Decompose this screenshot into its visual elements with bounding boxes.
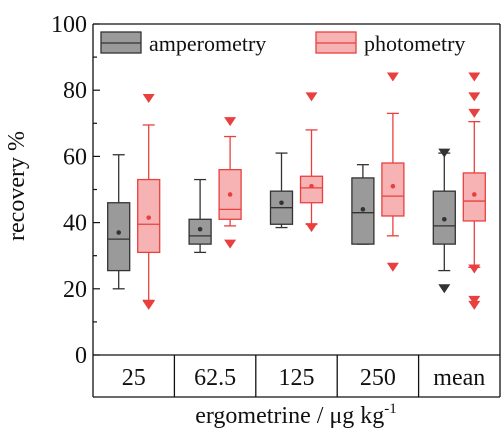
- outlier-point: [438, 148, 451, 158]
- outlier-point: [386, 262, 399, 272]
- legend-label: photometry: [364, 31, 465, 56]
- box-iqr: [107, 202, 131, 272]
- x-tick-label: 62.5: [194, 365, 236, 391]
- x-axis-label-superscript: -1: [384, 401, 397, 417]
- outlier-point: [305, 223, 318, 233]
- x-axis-label: ergometrine / μg kg-1: [195, 401, 397, 429]
- legend-item-amperometry: amperometry: [100, 31, 266, 56]
- outlier-point: [438, 284, 451, 294]
- box-amperometry-1: [188, 178, 212, 254]
- mean-point: [227, 192, 233, 197]
- outlier-point: [142, 300, 155, 310]
- y-tick-label: 60: [63, 144, 87, 170]
- y-tick-label: 40: [63, 211, 87, 237]
- box-amperometry-2: [269, 152, 294, 229]
- mean-point: [472, 192, 477, 197]
- box-photometry-2: [299, 92, 324, 233]
- legend-item-photometry: photometry: [315, 31, 465, 56]
- x-tick-label: 25: [122, 365, 146, 391]
- x-tick-label: 250: [360, 365, 396, 391]
- box-photometry-3: [381, 72, 405, 272]
- y-tick-label: 20: [63, 277, 87, 303]
- y-axis-label: recovery %: [4, 131, 30, 241]
- outlier-point: [386, 72, 399, 82]
- box-iqr: [462, 172, 486, 222]
- box-iqr: [188, 218, 212, 245]
- x-tick-label: 125: [279, 365, 315, 391]
- y-tick-label: 100: [51, 12, 87, 38]
- outlier-point: [468, 108, 481, 118]
- box-amperometry-4: [432, 148, 456, 294]
- box-iqr: [299, 175, 324, 204]
- y-tick-label: 80: [63, 78, 87, 104]
- outlier-point: [468, 264, 481, 274]
- x-axis-label-text: ergometrine / μg kg: [195, 403, 384, 429]
- outlier-point: [468, 295, 481, 305]
- mean-point: [279, 200, 284, 206]
- legend-label: amperometry: [149, 31, 266, 56]
- box-photometry-0: [137, 93, 161, 310]
- mean-point: [442, 216, 447, 222]
- x-tick-label: mean: [433, 365, 485, 391]
- outlier-point: [224, 117, 237, 127]
- box-amperometry-3: [351, 164, 375, 245]
- mean-point: [146, 215, 151, 220]
- mean-point: [197, 226, 203, 232]
- outlier-point: [468, 92, 481, 102]
- box-amperometry-0: [107, 154, 131, 290]
- mean-point: [309, 183, 314, 189]
- outlier-point: [305, 92, 318, 102]
- y-tick-label: 0: [75, 343, 87, 369]
- box-photometry-1: [218, 117, 242, 249]
- box-iqr: [381, 162, 405, 217]
- outlier-point: [224, 239, 237, 249]
- outlier-point: [142, 93, 155, 103]
- mean-point: [390, 183, 396, 189]
- outlier-point: [468, 300, 481, 310]
- mean-point: [116, 230, 121, 235]
- box-photometry-4: [462, 72, 486, 310]
- mean-point: [360, 207, 366, 212]
- outlier-point: [468, 72, 481, 82]
